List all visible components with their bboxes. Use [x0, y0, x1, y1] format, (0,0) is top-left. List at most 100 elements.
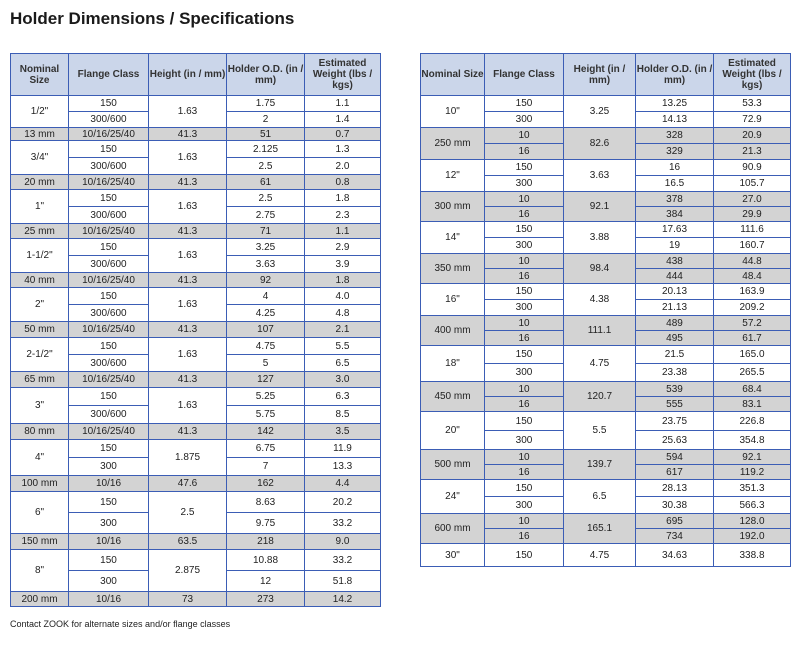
estimated-weight: 33.2: [304, 512, 381, 534]
flange-class: 150: [68, 189, 149, 207]
estimated-weight: 14.2: [304, 591, 381, 607]
estimated-weight: 209.2: [713, 299, 791, 316]
table-row: 400 mm 10 111.1 489 57.2: [420, 315, 791, 346]
height: 47.6: [148, 475, 227, 492]
table-row: 20" 150 5.5 23.75 226.8: [420, 411, 791, 450]
table-row: 30" 150 4.75 34.63 338.8: [420, 543, 791, 567]
estimated-weight: 111.6: [713, 221, 791, 238]
height: 1.63: [148, 189, 227, 224]
estimated-weight: 2.9: [304, 238, 381, 256]
flange-class: 300/600: [68, 304, 149, 322]
nominal-size: 50 mm: [10, 321, 69, 338]
estimated-weight: 4.0: [304, 287, 381, 305]
estimated-weight: 9.0: [304, 533, 381, 550]
flange-class: 16: [484, 268, 564, 284]
nominal-size: 600 mm: [420, 513, 485, 544]
table-row: 350 mm 10 98.4 438 44.8: [420, 253, 791, 284]
flange-class: 150: [68, 549, 149, 571]
holder-od: 34.63: [635, 543, 714, 567]
table-row: 4" 150 1.875 6.75 11.9: [10, 439, 381, 476]
page-title: Holder Dimensions / Specifications: [10, 9, 295, 28]
holder-od: 495: [635, 330, 714, 346]
estimated-weight: 4.8: [304, 304, 381, 322]
holder-od: 2.5: [226, 189, 305, 207]
height: 1.875: [148, 439, 227, 476]
holder-od: 17.63: [635, 221, 714, 238]
holder-od: 14.13: [635, 111, 714, 128]
holder-od: 273: [226, 591, 305, 607]
estimated-weight: 119.2: [713, 464, 791, 480]
nominal-size: 18": [420, 345, 485, 382]
estimated-weight: 57.2: [713, 315, 791, 331]
table-row: 300 21.13 209.2: [421, 299, 791, 316]
table-row: 40 mm 10/16/25/40 41.3 92 1.8: [10, 272, 381, 288]
estimated-weight: 2.3: [304, 206, 381, 224]
holder-od: 1.75: [226, 95, 305, 112]
flange-class: 16: [484, 464, 564, 480]
holder-od: 218: [226, 533, 305, 550]
nominal-size: 500 mm: [420, 449, 485, 480]
header-row: Nominal Size Flange Class Height (in / mm)…: [420, 53, 791, 96]
table-row: 300/600 5 6.5: [11, 354, 381, 372]
holder-od: 8.63: [226, 491, 305, 513]
flange-class: 300/600: [68, 206, 149, 224]
flange-class: 16: [484, 528, 564, 544]
flange-class: 300/600: [68, 405, 149, 424]
estimated-weight: 33.2: [304, 549, 381, 571]
estimated-weight: 128.0: [713, 513, 791, 529]
flange-class: 300/600: [68, 255, 149, 273]
holder-od: 378: [635, 191, 714, 207]
height: 1.63: [148, 287, 227, 322]
holder-od: 7: [226, 457, 305, 476]
flange-class: 150: [68, 140, 149, 158]
table-row: 300 30.38 566.3: [421, 496, 791, 514]
flange-class: 150: [68, 238, 149, 256]
table-row: 300 mm 10 92.1 378 27.0: [420, 191, 791, 222]
flange-class: 150: [484, 543, 564, 567]
holder-od: 19: [635, 237, 714, 254]
height: 41.3: [148, 127, 227, 141]
flange-class: 10: [484, 315, 564, 331]
estimated-weight: 0.7: [304, 127, 381, 141]
height: 5.5: [563, 411, 636, 450]
column-header: Flange Class: [68, 53, 149, 96]
table-row: 16 329 21.3: [421, 143, 791, 160]
flange-class: 16: [484, 143, 564, 160]
table-row: 50 mm 10/16/25/40 41.3 107 2.1: [10, 321, 381, 338]
estimated-weight: 11.9: [304, 439, 381, 458]
table-row: 20 mm 10/16/25/40 41.3 61 0.8: [10, 174, 381, 190]
nominal-size: 20 mm: [10, 174, 69, 190]
holder-od: 21.13: [635, 299, 714, 316]
column-header: Nominal Size: [420, 53, 485, 96]
nominal-size: 450 mm: [420, 381, 485, 412]
height: 2.5: [148, 491, 227, 534]
holder-od: 4: [226, 287, 305, 305]
height: 41.3: [148, 174, 227, 190]
holder-od: 617: [635, 464, 714, 480]
estimated-weight: 44.8: [713, 253, 791, 269]
estimated-weight: 29.9: [713, 206, 791, 222]
table-row: 12" 150 3.63 16 90.9: [420, 159, 791, 192]
holder-od: 12: [226, 570, 305, 592]
flange-class: 10/16/25/40: [68, 127, 149, 141]
estimated-weight: 2.0: [304, 157, 381, 175]
table-row: 300 14.13 72.9: [421, 111, 791, 128]
flange-class: 300/600: [68, 354, 149, 372]
nominal-size: 1/2": [10, 95, 69, 128]
holder-od: 384: [635, 206, 714, 222]
table-row: 150 mm 10/16 63.5 218 9.0: [10, 533, 381, 550]
nominal-size: 24": [420, 479, 485, 514]
flange-class: 16: [484, 396, 564, 412]
estimated-weight: 68.4: [713, 381, 791, 397]
nominal-size: 10": [420, 95, 485, 128]
holder-od: 23.38: [635, 363, 714, 382]
holder-od: 329: [635, 143, 714, 160]
height: 41.3: [148, 371, 227, 388]
nominal-size: 3": [10, 387, 69, 424]
column-header: Holder O.D. (in / mm): [635, 53, 714, 96]
table-row: 16 734 192.0: [421, 528, 791, 544]
holder-od: 539: [635, 381, 714, 397]
estimated-weight: 265.5: [713, 363, 791, 382]
holder-od: 13.25: [635, 95, 714, 112]
flange-class: 150: [484, 345, 564, 364]
